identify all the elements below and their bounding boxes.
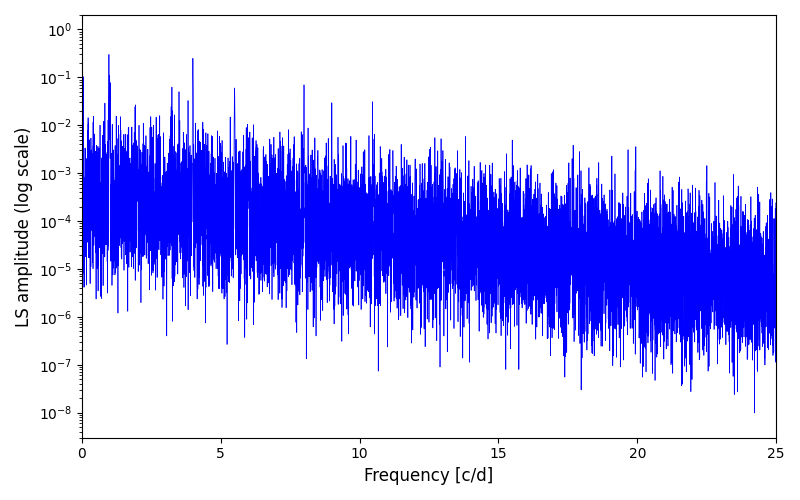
X-axis label: Frequency [c/d]: Frequency [c/d] [364,467,494,485]
Y-axis label: LS amplitude (log scale): LS amplitude (log scale) [15,126,33,326]
